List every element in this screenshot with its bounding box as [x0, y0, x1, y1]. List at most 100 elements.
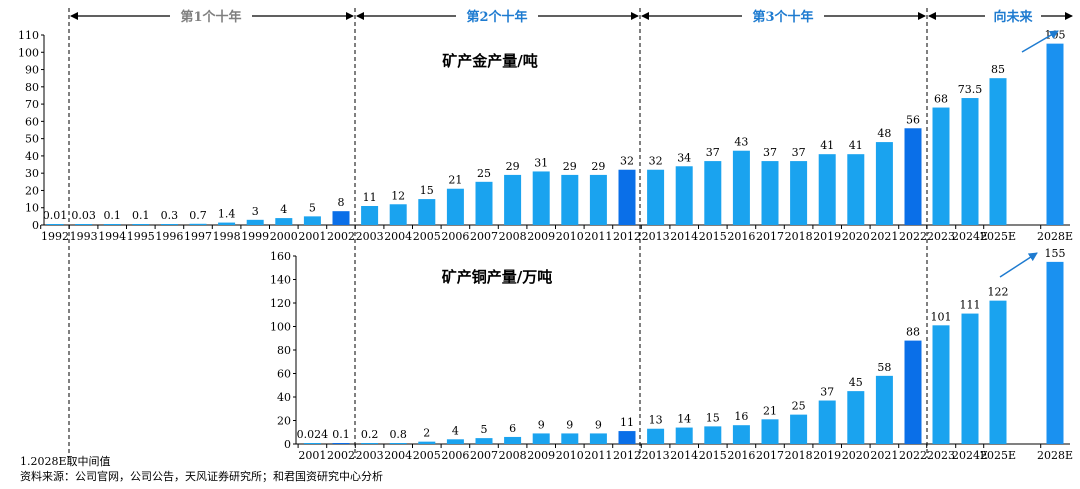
gold-value-label-1992: 0.01	[43, 209, 68, 222]
copper-value-label-2008: 6	[509, 422, 516, 435]
gold-x-tick-label-2004: 2004	[384, 230, 412, 243]
copper-x-tick-label-2009: 2009	[527, 449, 555, 462]
gold-bar-2000	[275, 218, 293, 225]
copper-bar-2017	[761, 419, 779, 444]
gold-x-tick-label-2000: 2000	[270, 230, 298, 243]
gold-value-label-2020: 41	[849, 139, 863, 152]
copper-x-tick-label-2011: 2011	[584, 449, 612, 462]
gold-value-label-2018: 37	[792, 146, 806, 159]
copper-x-tick-label-2005: 2005	[413, 449, 441, 462]
gold-bar-2002	[332, 211, 350, 225]
copper-value-label-2006: 4	[452, 424, 459, 437]
gold-value-label-2024E: 73.5	[958, 83, 983, 96]
gold-bar-2008	[504, 174, 522, 225]
gold-bar-2024E	[961, 98, 979, 225]
copper-bar-2022	[904, 340, 922, 444]
copper-bar-2012	[618, 431, 636, 444]
copper-bar-2001	[303, 443, 321, 444]
copper-bar-2015	[704, 426, 722, 444]
gold-value-label-2000: 4	[280, 203, 287, 216]
gold-x-tick-label-2017: 2017	[756, 230, 784, 243]
gold-x-tick-label-2025E: 2025E	[980, 230, 1016, 243]
gold-future-arrow	[1021, 30, 1059, 53]
gold-x-tick-label-2007: 2007	[470, 230, 498, 243]
gold-x-tick-label-2015: 2015	[699, 230, 727, 243]
copper-x-tick-label-2028E: 2028E	[1037, 449, 1073, 462]
gold-value-label-2017: 37	[763, 146, 777, 159]
copper-x-tick-label-2025E: 2025E	[980, 449, 1016, 462]
gold-bar-2020	[847, 154, 865, 225]
copper-value-label-2020: 45	[849, 376, 863, 389]
decade-labels: 第1个十年 第2个十年 第3个十年 向未来	[170, 6, 1041, 26]
gold-bar-2011	[589, 174, 607, 225]
gold-value-label-2016: 43	[734, 136, 748, 149]
gold-y-tick-label: 50	[25, 133, 39, 146]
copper-y-tick-label: 80	[277, 344, 291, 357]
copper-bar-2009	[532, 433, 550, 444]
gold-x-tick-label-1999: 1999	[241, 230, 269, 243]
gold-bar-2003	[361, 206, 379, 225]
decade-label-3: 第3个十年	[752, 9, 813, 25]
copper-bar-2003	[361, 443, 379, 444]
copper-bar-2013	[647, 428, 665, 444]
footnote: 1.2028E取中间值	[20, 455, 111, 468]
gold-x-tick-label-2028E: 2028E	[1037, 230, 1073, 243]
gold-value-label-2011: 29	[591, 160, 605, 173]
copper-bar-2018	[790, 414, 808, 444]
copper-x-tick-label-2004: 2004	[384, 449, 412, 462]
gold-value-label-2007: 25	[477, 167, 491, 180]
copper-y-axis: 0 20 40 60 80 100 120 140 160	[270, 250, 1070, 451]
copper-x-tick-label-2007: 2007	[470, 449, 498, 462]
copper-value-label-2021: 58	[877, 361, 891, 374]
gold-x-tick-label-1995: 1995	[127, 230, 155, 243]
copper-bars	[303, 261, 1064, 444]
gold-bar-2016	[732, 150, 750, 225]
copper-bar-2028E	[1046, 261, 1064, 444]
decade-label-1: 第1个十年	[180, 9, 241, 25]
gold-x-tick-label-2024E: 2024E	[952, 230, 988, 243]
copper-bar-2007	[475, 438, 493, 444]
copper-bar-2010	[561, 433, 579, 444]
copper-value-label-2004: 0.8	[389, 428, 407, 441]
gold-x-tick-label-2012: 2012	[613, 230, 641, 243]
gold-y-tick-label: 90	[25, 64, 39, 77]
gold-value-label-2013: 32	[649, 155, 663, 168]
copper-bar-2023	[932, 325, 950, 444]
gold-y-tick-label: 10	[25, 202, 39, 215]
copper-value-labels: 0.024 0.1 0.2 0.8 2 4 5 6 9 9 9 11 13 14 15 16 21 2537455…	[297, 247, 1066, 441]
copper-x-tick-label-2023: 2023	[927, 449, 955, 462]
gold-x-tick-label-1994: 1994	[98, 230, 126, 243]
gold-x-tick-label-2021: 2021	[870, 230, 898, 243]
gold-x-tick-label-2003: 2003	[356, 230, 384, 243]
gold-x-tick-label-1993: 1993	[70, 230, 98, 243]
gold-x-tick-label-2022: 2022	[899, 230, 927, 243]
gold-value-label-1999: 3	[252, 205, 259, 218]
gold-bar-2014	[675, 166, 693, 225]
copper-bar-2021	[875, 375, 893, 444]
copper-value-label-2028E: 155	[1045, 247, 1066, 260]
copper-value-label-2010: 9	[566, 418, 573, 431]
copper-value-label-2018: 25	[792, 400, 806, 413]
gold-x-axis: 1992 1993 1994 1995 1996 1997 1998 1999 2000 2001…	[40, 225, 1073, 243]
gold-bar-1995	[132, 224, 150, 225]
gold-y-tick-label: 20	[25, 184, 39, 197]
copper-value-label-2022: 88	[906, 326, 920, 339]
gold-value-label-2025E: 85	[991, 63, 1005, 76]
gold-bar-2021	[875, 142, 893, 225]
copper-y-tick-label: 140	[270, 274, 291, 287]
copper-y-tick-label: 20	[277, 415, 291, 428]
gold-value-label-2003: 11	[363, 191, 377, 204]
gold-bar-2019	[818, 154, 836, 225]
copper-value-label-2007: 5	[481, 423, 488, 436]
copper-x-tick-label-2001: 2001	[298, 449, 326, 462]
copper-x-tick-label-2008: 2008	[499, 449, 527, 462]
copper-bar-2002	[332, 443, 350, 444]
gold-x-tick-label-2005: 2005	[413, 230, 441, 243]
copper-bar-2005	[418, 441, 436, 444]
gold-bar-1994	[103, 224, 121, 225]
gold-value-label-2028E: 105	[1045, 29, 1066, 42]
gold-y-tick-label: 70	[25, 98, 39, 111]
copper-value-label-2015: 15	[706, 411, 720, 424]
gold-bar-2017	[761, 161, 779, 225]
